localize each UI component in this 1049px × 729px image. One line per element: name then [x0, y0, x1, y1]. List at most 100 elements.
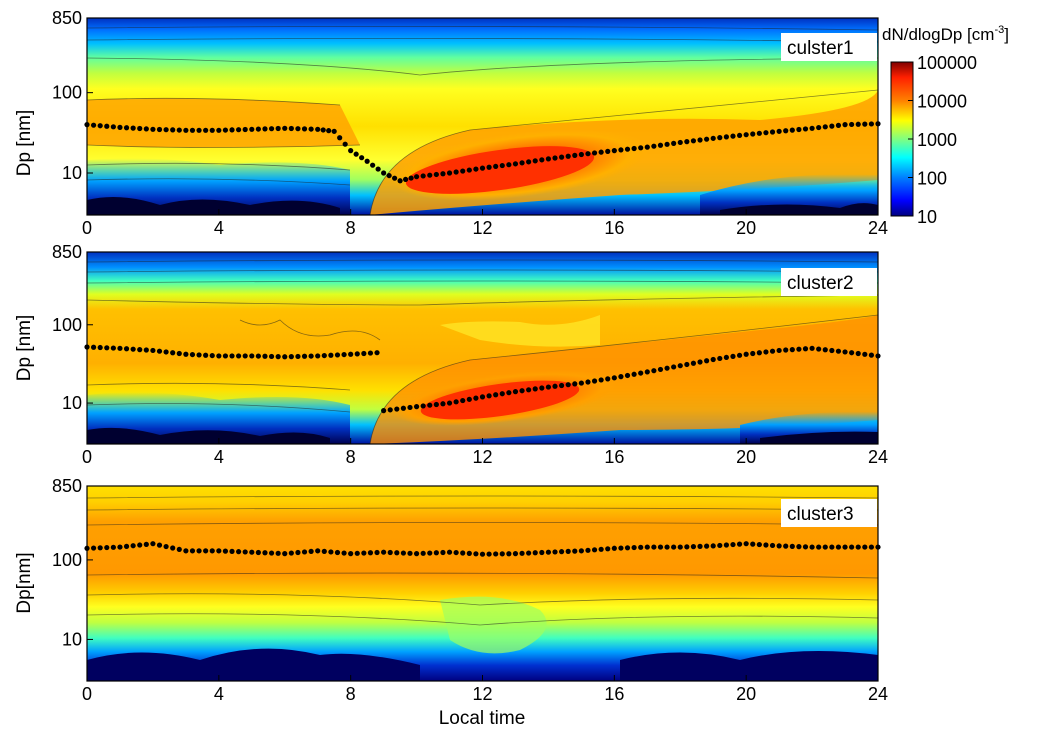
- mode-point: [348, 351, 354, 357]
- mode-point: [433, 401, 439, 408]
- mode-point: [526, 550, 532, 556]
- mode-point: [407, 550, 413, 556]
- mode-point: [117, 345, 123, 351]
- mode-point: [361, 350, 367, 357]
- mode-point: [684, 139, 690, 145]
- mode-point: [375, 166, 381, 172]
- mode-point: [420, 550, 426, 556]
- mode-point: [466, 550, 472, 556]
- mode-point: [104, 544, 110, 551]
- mode-point: [710, 135, 716, 141]
- mode-point: [572, 381, 578, 387]
- mode-point: [506, 162, 512, 168]
- mode-point: [453, 169, 459, 175]
- colorbar-tick-label: 100: [917, 169, 947, 189]
- mode-point: [189, 548, 196, 554]
- mode-point: [354, 351, 360, 357]
- mode-point: [875, 544, 881, 550]
- mode-point: [381, 549, 387, 555]
- mode-point: [288, 354, 294, 360]
- mode-point: [598, 546, 604, 552]
- mode-point: [611, 545, 617, 551]
- mode-point: [591, 547, 598, 553]
- mode-point: [249, 549, 255, 555]
- mode-point: [308, 126, 314, 132]
- mode-point: [255, 549, 261, 556]
- mode-point: [268, 126, 275, 132]
- panel-2-y-axis-label: Dp [nm]: [14, 315, 35, 382]
- mode-point: [835, 544, 842, 550]
- mode-point: [743, 351, 749, 357]
- mode-point: [671, 544, 677, 550]
- mode-point: [216, 353, 222, 359]
- mode-point: [545, 549, 552, 555]
- mode-point: [631, 544, 637, 551]
- mode-point: [301, 353, 308, 359]
- mode-point: [342, 141, 348, 147]
- mode-point: [143, 347, 149, 353]
- mode-point: [697, 543, 703, 549]
- mode-point: [769, 129, 776, 135]
- mode-point: [618, 545, 624, 551]
- mode-point: [392, 175, 398, 181]
- mode-point: [796, 544, 802, 550]
- mode-point: [816, 124, 822, 131]
- mode-point: [196, 352, 202, 358]
- mode-point: [512, 551, 519, 557]
- mode-point: [466, 396, 472, 402]
- mode-point: [598, 377, 604, 383]
- mode-point: [123, 543, 130, 549]
- mode-point: [249, 126, 255, 132]
- mode-point: [756, 541, 762, 548]
- mode-point: [104, 345, 110, 351]
- mode-point: [156, 126, 163, 133]
- panel-1-x-axis: 0 4 8 12 16 20 24: [82, 209, 888, 238]
- mode-point: [591, 150, 598, 156]
- mode-point: [855, 350, 861, 357]
- mode-point: [651, 544, 657, 550]
- mode-point: [262, 550, 268, 556]
- panel-3-y-axis-label: Dp[nm]: [14, 552, 35, 613]
- mode-point: [829, 347, 835, 354]
- mode-point: [618, 147, 624, 153]
- mode-point: [189, 351, 196, 358]
- mode-point: [143, 126, 149, 132]
- mode-point: [644, 144, 650, 150]
- mode-point: [829, 123, 835, 129]
- mode-point: [559, 154, 565, 160]
- mode-point: [473, 395, 479, 401]
- mode-point: [565, 382, 571, 388]
- mode-point: [664, 544, 670, 550]
- mode-point: [361, 550, 367, 556]
- panel-1-heatmap: [87, 18, 878, 215]
- x-tick-label: 0: [82, 218, 92, 238]
- mode-point: [348, 551, 354, 557]
- mode-point: [855, 121, 861, 127]
- mode-point: [236, 127, 242, 133]
- mode-point: [381, 170, 387, 176]
- mode-point: [301, 549, 308, 555]
- mode-point: [282, 125, 288, 131]
- y-tick-label: 100: [52, 83, 82, 103]
- mode-point: [170, 545, 176, 551]
- mode-point: [486, 393, 492, 399]
- mode-point: [249, 353, 255, 359]
- mode-point: [717, 135, 723, 141]
- mode-point: [104, 123, 110, 129]
- mode-point: [170, 350, 176, 356]
- mode-point: [90, 545, 97, 551]
- mode-point: [796, 126, 802, 133]
- mode-point: [295, 126, 301, 132]
- mode-point: [789, 543, 795, 549]
- mode-point: [552, 383, 558, 389]
- mode-point: [499, 391, 505, 397]
- mode-point: [736, 541, 743, 547]
- mode-point: [183, 548, 189, 554]
- mode-point: [97, 545, 103, 551]
- mode-point: [170, 127, 176, 133]
- colorbar-tick-label: 1000: [917, 130, 957, 150]
- mode-point: [783, 347, 789, 353]
- mode-point: [730, 353, 736, 359]
- mode-point: [387, 549, 393, 556]
- x-tick-label: 20: [736, 218, 756, 238]
